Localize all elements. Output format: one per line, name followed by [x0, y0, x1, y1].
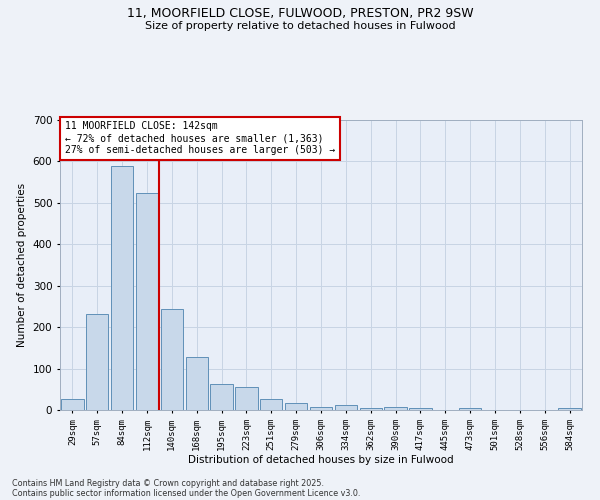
Bar — [185, 358, 208, 410]
Bar — [235, 387, 257, 410]
Text: Size of property relative to detached houses in Fulwood: Size of property relative to detached ho… — [145, 21, 455, 31]
Bar — [310, 406, 332, 410]
Bar — [335, 405, 357, 410]
Text: Contains HM Land Registry data © Crown copyright and database right 2025.: Contains HM Land Registry data © Crown c… — [12, 478, 324, 488]
Bar — [385, 407, 407, 410]
Bar — [111, 166, 133, 410]
Bar — [359, 408, 382, 410]
Text: Contains public sector information licensed under the Open Government Licence v3: Contains public sector information licen… — [12, 488, 361, 498]
Bar — [161, 310, 183, 410]
Text: 11, MOORFIELD CLOSE, FULWOOD, PRESTON, PR2 9SW: 11, MOORFIELD CLOSE, FULWOOD, PRESTON, P… — [127, 8, 473, 20]
Bar — [86, 314, 109, 410]
Bar — [285, 403, 307, 410]
Text: 11 MOORFIELD CLOSE: 142sqm
← 72% of detached houses are smaller (1,363)
27% of s: 11 MOORFIELD CLOSE: 142sqm ← 72% of deta… — [65, 122, 335, 154]
Bar — [61, 399, 83, 410]
Bar — [459, 408, 481, 410]
Bar — [136, 192, 158, 410]
X-axis label: Distribution of detached houses by size in Fulwood: Distribution of detached houses by size … — [188, 456, 454, 466]
Bar — [409, 408, 431, 410]
Bar — [260, 399, 283, 410]
Y-axis label: Number of detached properties: Number of detached properties — [17, 183, 27, 347]
Bar — [559, 408, 581, 410]
Bar — [211, 384, 233, 410]
